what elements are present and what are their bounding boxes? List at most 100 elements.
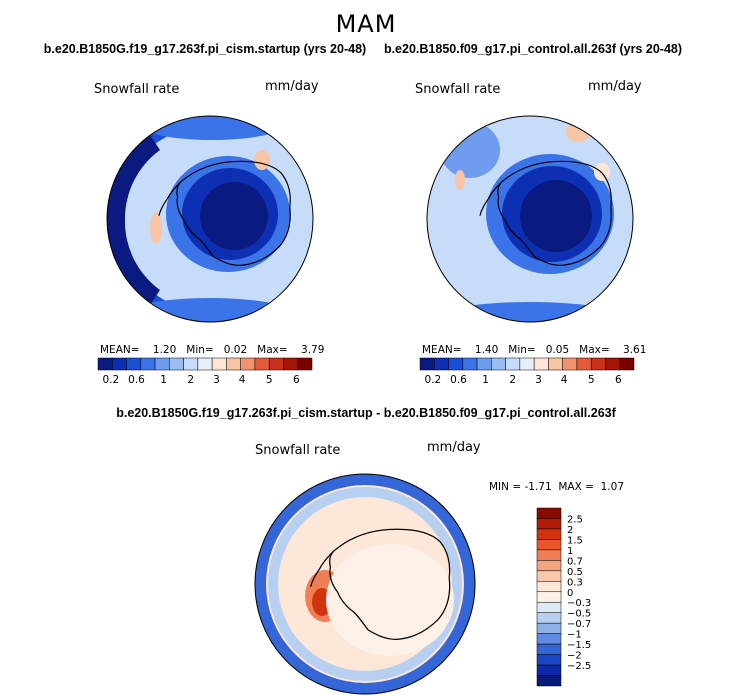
panel2-variable-label: Snowfall rate <box>415 82 501 97</box>
panel2-colorbar-label: 0.6 <box>450 374 467 386</box>
panel2-colorbar-label: 0.2 <box>424 374 441 386</box>
diff-colorbar-box <box>536 664 562 676</box>
panel1-colorbar: 0.2 0.6 1 2 3 4 5 6 <box>97 357 313 386</box>
diff-colorbar-box <box>536 581 562 593</box>
panel2-map-shade-peninsula <box>455 170 465 190</box>
panel2-colorbar-label: 4 <box>561 374 568 386</box>
panel1-max-value: 3.79 <box>301 344 325 356</box>
panel2-colorbar-box <box>476 357 492 371</box>
panel2-colorbar-box <box>434 357 449 371</box>
diff-colorbar-label: 1 <box>567 546 573 557</box>
diff-min-label: MIN = <box>489 481 522 493</box>
diff-colorbar-label: −0.7 <box>567 619 591 630</box>
panel1-colorbar-box <box>183 357 199 371</box>
diff-colorbar-label: 1.5 <box>567 535 583 546</box>
diff-colorbar-label: −2.5 <box>567 661 591 672</box>
panel2-max-value: 3.61 <box>623 344 647 356</box>
panel1-colorbar-label: 5 <box>266 374 273 386</box>
panel1-colorbar-box <box>226 357 241 371</box>
panel1-colorbar-box <box>297 357 313 371</box>
panel1-map-shade-positive <box>254 150 270 170</box>
diff-max-label: MAX = <box>558 481 594 493</box>
panel2-colorbar-box <box>562 357 578 371</box>
panel2-mean-value: 1.40 <box>474 344 499 356</box>
panel2-colorbar-box <box>533 357 549 371</box>
diff-colorbar-box <box>536 528 562 540</box>
diff-colorbar-box <box>536 622 562 634</box>
panel2-map-shade-northwest <box>440 122 500 178</box>
panel2-max-label: Max= <box>579 344 610 356</box>
panel1-variable-label: Snowfall rate <box>94 82 180 97</box>
panel1-map <box>107 116 313 322</box>
diff-colorbar-label: −1 <box>567 630 582 641</box>
diff-colorbar-label: 0.7 <box>567 556 583 567</box>
diff-map-border <box>254 473 476 695</box>
panel2-colorbar-box <box>462 357 478 371</box>
panel2-min-label: Min= <box>508 344 536 356</box>
panel1-units-label: mm/day <box>265 79 319 94</box>
panel2-colorbar-box <box>619 357 635 371</box>
panel2-min-value: 0.05 <box>545 344 570 356</box>
panel2-colorbar: 0.2 0.6 1 2 3 4 5 6 <box>419 357 635 386</box>
panel1-colorbar-box <box>112 357 127 371</box>
panel1-colorbar-box <box>97 357 113 371</box>
diff-max-value: 1.07 <box>600 481 625 493</box>
diff-colorbar-label: −2 <box>567 651 582 662</box>
panel1-colorbar-label: 1 <box>160 374 167 386</box>
panel2-map <box>427 116 633 322</box>
panel1-colorbar-box <box>126 357 142 371</box>
diff-colorbar-box <box>536 570 562 582</box>
panel1-stats: MEAN= 1.20 Min= 0.02 Max= 3.79 <box>100 344 324 356</box>
diff-colorbar-box <box>536 633 562 645</box>
diff-colorbar-box <box>536 560 562 572</box>
panel1-mean-label: MEAN= <box>100 344 140 356</box>
panel1-colorbar-box <box>240 357 256 371</box>
panel2-title: b.e20.B1850.f09_g17.pi_control.all.263f … <box>383 42 683 56</box>
diff-colorbar-label: −1.5 <box>567 640 591 651</box>
panel2-colorbar-box <box>576 357 592 371</box>
diff-colorbar-box <box>536 549 562 561</box>
panel1-min-value: 0.02 <box>223 344 248 356</box>
panel2-colorbar-box <box>548 357 563 371</box>
diff-colorbar-label: 2 <box>567 525 573 536</box>
panel2-colorbar-label: 1 <box>482 374 489 386</box>
panel2-map-border <box>426 115 634 323</box>
diff-colorbar-box <box>536 612 562 624</box>
panel1-colorbar-box <box>154 357 170 371</box>
diff-colorbar-label: −0.3 <box>567 598 591 609</box>
diff-colorbar-box <box>536 518 562 530</box>
panel1-colorbar-box <box>254 357 270 371</box>
diff-colorbar-label: −0.5 <box>567 609 591 620</box>
diff-colorbar-label: 0 <box>567 588 573 599</box>
diff-colorbar-label: 0.5 <box>567 567 583 578</box>
panel1-colorbar-box <box>211 357 227 371</box>
diff-units-label: mm/day <box>427 440 481 455</box>
panel2-units-label: mm/day <box>588 79 642 94</box>
panel2-mean-label: MEAN= <box>422 344 462 356</box>
diff-variable-label: Snowfall rate <box>255 443 341 458</box>
panel2-stats: MEAN= 1.40 Min= 0.05 Max= 3.61 <box>422 344 646 356</box>
diff-map-shade-interior <box>326 544 454 656</box>
panel2-colorbar-box <box>590 357 606 371</box>
panel1-colorbar-box <box>140 357 156 371</box>
diff-min-value: -1.71 <box>524 481 552 493</box>
panel2-colorbar-label: 2 <box>509 374 516 386</box>
panel1-min-label: Min= <box>186 344 214 356</box>
panel1-colorbar-label: 0.2 <box>102 374 119 386</box>
panel1-max-label: Max= <box>257 344 288 356</box>
diff-colorbar-box <box>536 654 562 666</box>
panel1-colorbar-box <box>283 357 298 371</box>
panel2-colorbar-box <box>505 357 521 371</box>
diff-map <box>255 474 475 694</box>
panel2-map-shade-positive-east <box>594 163 610 181</box>
diff-map-shade-inner-ring <box>268 487 462 681</box>
diff-colorbar-box <box>536 601 562 613</box>
panel1-map-shade-west-core <box>107 135 160 305</box>
season-title: MAM <box>335 10 397 38</box>
diff-title: b.e20.B1850G.f19_g17.263f.pi_cism.startu… <box>116 406 616 420</box>
panel1-colorbar-box <box>197 357 213 371</box>
panel1-colorbar-label: 0.6 <box>128 374 145 386</box>
panel1-map-shade-interior <box>200 182 268 250</box>
diff-colorbar-box <box>536 539 562 551</box>
